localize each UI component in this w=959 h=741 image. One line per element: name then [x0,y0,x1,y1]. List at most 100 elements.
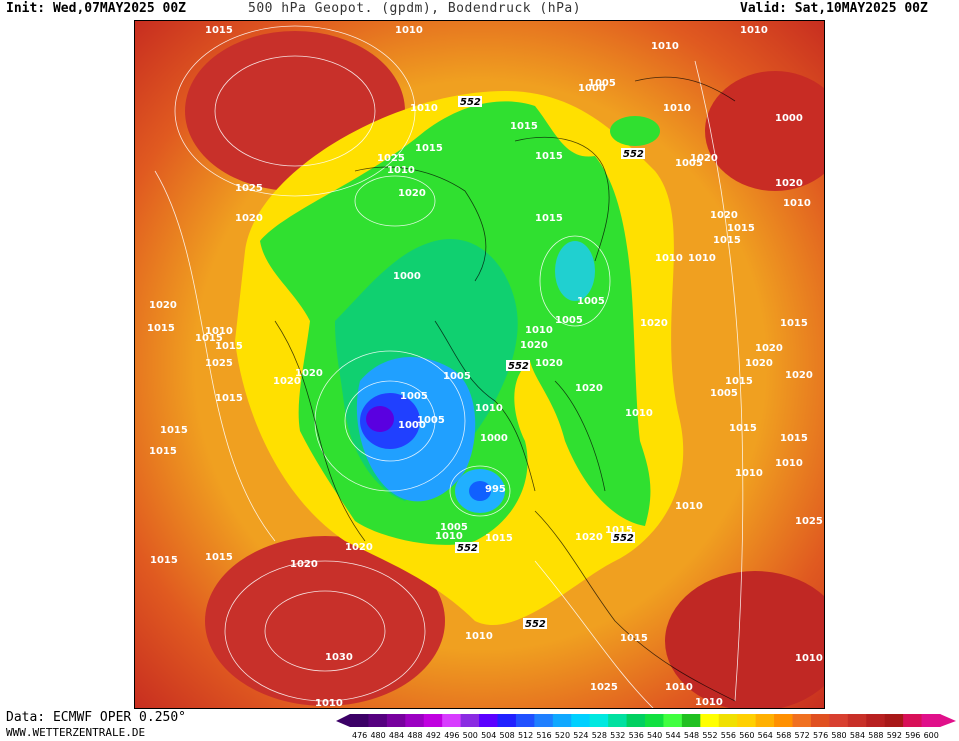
colorbar-tick-label: 524 [573,731,588,740]
isobar-label: 1005 [400,391,428,402]
isobar-label: 1010 [651,41,679,52]
isobar-label: 1005 [417,415,445,426]
isobar-label: 1020 [520,340,548,351]
colorbar-cell [847,714,867,727]
isobar-label: 1005 [710,388,738,399]
isobar-label: 1010 [525,325,553,336]
isobar-label: 1015 [729,423,757,434]
colorbar-cell [626,714,646,727]
colorbar-cell [866,714,886,727]
isobar-label: 1005 [443,371,471,382]
colorbar-tick-label: 496 [444,731,459,740]
colorbar-cell [755,714,775,727]
isobar-label: 1015 [535,213,563,224]
isobar-label: 1015 [727,223,755,234]
weather-map: 1015 1010 1010 1010 1010 1005 1000 1015 1010 1000… [134,20,825,709]
high-pressure-atlantic [205,536,445,706]
colorbar-tick-label: 484 [389,731,404,740]
colorbar-cell [423,714,443,727]
colorbar-right-arrow [940,714,956,727]
isobar-label: 1010 [410,103,438,114]
isobar-label: 1005 [675,158,703,169]
colorbar-cell [552,714,572,727]
colorbar-tick-label: 572 [795,731,810,740]
isobar-label: 1010 [735,468,763,479]
isobar-label: 1015 [147,323,175,334]
colorbar-cell [810,714,830,727]
colorbar-tick-label: 544 [665,731,680,740]
isobar-label: 1010 [387,165,415,176]
colorbar-cell [534,714,554,727]
isobar-label: 1015 [713,235,741,246]
colorbar-cell [479,714,498,727]
isobar-label: 1010 [688,253,716,264]
geopotential-label: 552 [460,97,481,108]
isobar-label: 1010 [675,501,703,512]
isobar-label: 1000 [398,420,426,431]
isobar-label: 1015 [195,333,223,344]
isobar-label: 1015 [535,151,563,162]
isobar-label: 1005 [588,78,616,89]
isobar-label: 1010 [475,403,503,414]
isobar-label: 1010 [625,408,653,419]
colorbar-tick-label: 600 [924,731,939,740]
colorbar-tick-label: 552 [702,731,717,740]
isobar-label: 1020 [398,188,426,199]
colorbar-cell [829,714,849,727]
geopotential-label: 552 [613,533,634,544]
isobar-label: 1020 [575,383,603,394]
isobar-label: 1015 [725,376,753,387]
isobar-label: 1015 [415,143,443,154]
colorbar-cell [921,714,941,727]
isobar-label: 1020 [149,300,177,311]
isobar-label: 1020 [345,542,373,553]
valid-time-label: Valid: Sat,10MAY2025 00Z [740,1,928,16]
isobar-label: 1020 [775,178,803,189]
colorbar-tick-label: 480 [370,731,385,740]
colorbar-tick-label: 532 [610,731,625,740]
colorbar-tick-label: 564 [758,731,773,740]
website-label: WWW.WETTERZENTRALE.DE [6,726,146,739]
colorbar-tick-label: 568 [776,731,791,740]
colorbar-cell [903,714,923,727]
colorbar-cell [774,714,793,727]
isobar-label: 1000 [775,113,803,124]
isobar-label: 1000 [578,83,606,94]
isobar-label: 995 [485,484,506,495]
geopotential-label: 552 [623,149,644,160]
colorbar-tick-label: 516 [536,731,551,740]
isobar-label: 1010 [775,458,803,469]
isobar-label: 1005 [555,315,583,326]
colorbar-cell [589,714,609,727]
isobar-labels: 1015 101010101010101010051000101510101000… [147,25,823,708]
colorbar-tick-label: 512 [518,731,533,740]
geopotential-label-bg [506,360,530,371]
colorbar-tick-label: 476 [352,731,367,740]
isobar-label: 1020 [295,368,323,379]
colorbar-tick-label: 556 [721,731,736,740]
isobar-label: 1010 [795,653,823,664]
isobar-label: 1000 [480,433,508,444]
isobar-label: 1015 [205,552,233,563]
isobar-label: 1010 [395,25,423,36]
isobar-label: 1015 [149,446,177,457]
colorbar-tick-label: 488 [407,731,422,740]
isobar-label: 1020 [785,370,813,381]
isobar-label: 1020 [755,343,783,354]
colorbar-cell [405,714,425,727]
colorbar-cell [884,714,904,727]
colorbar-cell [350,714,369,727]
isobar-label: 1010 [663,103,691,114]
geopotential-label-bg [621,148,645,159]
geopotential-label-bg [455,542,479,553]
isobar-label: 1015 [160,425,188,436]
colorbar-tick-label: 596 [905,731,920,740]
init-time-label: Init: Wed,07MAY2025 00Z [6,1,187,16]
colorbar-tick-label: 492 [426,731,441,740]
geopotential-label-bg [611,532,635,543]
isobar-label: 1015 [780,318,808,329]
colorbar-cell [700,714,720,727]
geopotential-label-bg [523,618,547,629]
isobar-label: 1025 [235,183,263,194]
colorbar-cell [368,714,388,727]
